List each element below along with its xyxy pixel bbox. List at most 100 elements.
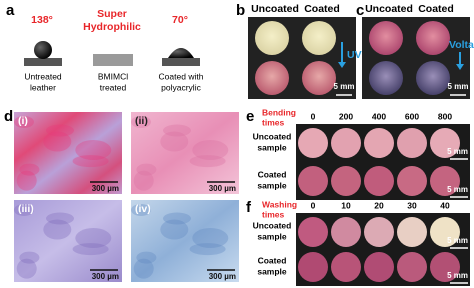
- axis-title: Bending: [262, 107, 296, 117]
- tick-label: 10: [341, 200, 351, 210]
- droplet: [34, 41, 52, 59]
- sample-disc: [298, 166, 328, 196]
- sample-disc: [397, 128, 427, 158]
- sample-disc: [397, 252, 427, 282]
- image-label: (ii): [135, 115, 148, 127]
- scale-bar: 5 mm: [447, 271, 468, 280]
- scale-bar: 300 µm: [209, 272, 236, 281]
- sample-disc: [430, 166, 460, 196]
- texture: [72, 155, 109, 168]
- arrow-head: [456, 64, 464, 70]
- sample-caption: polyacrylic: [161, 82, 201, 92]
- scale-bar: 5 mm: [448, 82, 469, 91]
- texture: [160, 219, 189, 240]
- texture: [189, 243, 226, 256]
- sample-disc: [397, 217, 427, 247]
- micrograph: [14, 112, 122, 194]
- sample-disc: [369, 61, 403, 95]
- sample-disc: [430, 128, 460, 158]
- panel-a: a 138° Super Hydrophilic 70° Untreated l…: [6, 2, 204, 92]
- contact-angle: 138°: [31, 14, 53, 26]
- sample-caption: BMIMCl: [98, 71, 128, 81]
- arrow-label: UV: [347, 49, 362, 61]
- row-label: Uncoated: [253, 131, 292, 141]
- sample-disc: [298, 252, 328, 282]
- wetting-title: Super: [97, 8, 127, 20]
- texture: [46, 124, 74, 137]
- droplet: [168, 48, 194, 58]
- sample-caption: leather: [30, 82, 56, 92]
- micrograph: [131, 112, 239, 194]
- leather-sample: [93, 54, 133, 66]
- texture: [136, 163, 157, 176]
- tick-label: 0: [311, 200, 316, 210]
- texture: [131, 204, 151, 216]
- row-label: sample: [257, 266, 287, 276]
- texture: [16, 170, 37, 191]
- sample-disc: [255, 21, 289, 55]
- panel-label: a: [6, 2, 15, 19]
- sample-disc: [298, 128, 328, 158]
- texture: [19, 251, 40, 264]
- panel-c: c Uncoated Coated Voltage 5 mm: [356, 2, 474, 99]
- sample-disc: [331, 128, 361, 158]
- sample-disc: [302, 61, 336, 95]
- texture: [46, 212, 74, 225]
- scale-bar: 5 mm: [447, 236, 468, 245]
- tick-label: 0: [311, 111, 316, 121]
- scale-bar: 5 mm: [447, 147, 468, 156]
- panel-e: e Bending times 0 200 400 600 800 Uncoated sam…: [246, 107, 470, 200]
- texture: [43, 219, 72, 240]
- scale-bar: 300 µm: [92, 272, 119, 281]
- panel-label: e: [246, 108, 254, 125]
- scale-bar: 5 mm: [334, 82, 355, 91]
- panel-label: c: [356, 2, 364, 19]
- sample-disc: [364, 252, 394, 282]
- texture: [160, 131, 189, 152]
- row-label: Coated: [258, 255, 287, 265]
- texture: [192, 228, 229, 249]
- tick-label: 40: [440, 200, 450, 210]
- texture: [75, 140, 112, 161]
- sample-caption: treated: [100, 82, 127, 92]
- tick-label: 30: [407, 200, 417, 210]
- panel-label: f: [246, 199, 252, 216]
- column-header: Coated: [304, 3, 340, 15]
- row-label: sample: [257, 180, 287, 190]
- scale-bar: 300 µm: [92, 184, 119, 193]
- sample-disc: [298, 217, 328, 247]
- texture: [136, 251, 157, 264]
- texture: [163, 124, 191, 137]
- texture: [16, 258, 37, 279]
- scale-bar: 5 mm: [447, 185, 468, 194]
- sample-disc: [255, 61, 289, 95]
- tick-label: 20: [374, 200, 384, 210]
- tick-label: 400: [372, 111, 386, 121]
- image-label: (iii): [18, 203, 34, 215]
- axis-title: times: [262, 117, 284, 127]
- image-label: (iv): [135, 203, 151, 215]
- tick-label: 600: [405, 111, 419, 121]
- sample-disc: [302, 21, 336, 55]
- panel-label: b: [236, 2, 245, 19]
- sample-disc: [397, 166, 427, 196]
- sample-disc: [331, 166, 361, 196]
- axis-title: times: [262, 209, 284, 219]
- row-label: Uncoated: [253, 220, 292, 230]
- sample-disc: [331, 252, 361, 282]
- tick-label: 200: [339, 111, 353, 121]
- image-label: (i): [18, 115, 28, 127]
- column-header: Uncoated: [251, 3, 299, 15]
- tick-label: 800: [438, 111, 452, 121]
- axis-title: Washing: [262, 199, 297, 209]
- panel-b: b Uncoated Coated UV 5 mm: [236, 2, 362, 99]
- leather-sample: [162, 58, 200, 66]
- sample-disc: [430, 217, 460, 247]
- micrograph: [131, 200, 239, 282]
- row-label: sample: [257, 231, 287, 241]
- sample-disc: [364, 128, 394, 158]
- texture: [14, 204, 34, 216]
- texture: [192, 140, 229, 161]
- micrograph: [14, 200, 122, 282]
